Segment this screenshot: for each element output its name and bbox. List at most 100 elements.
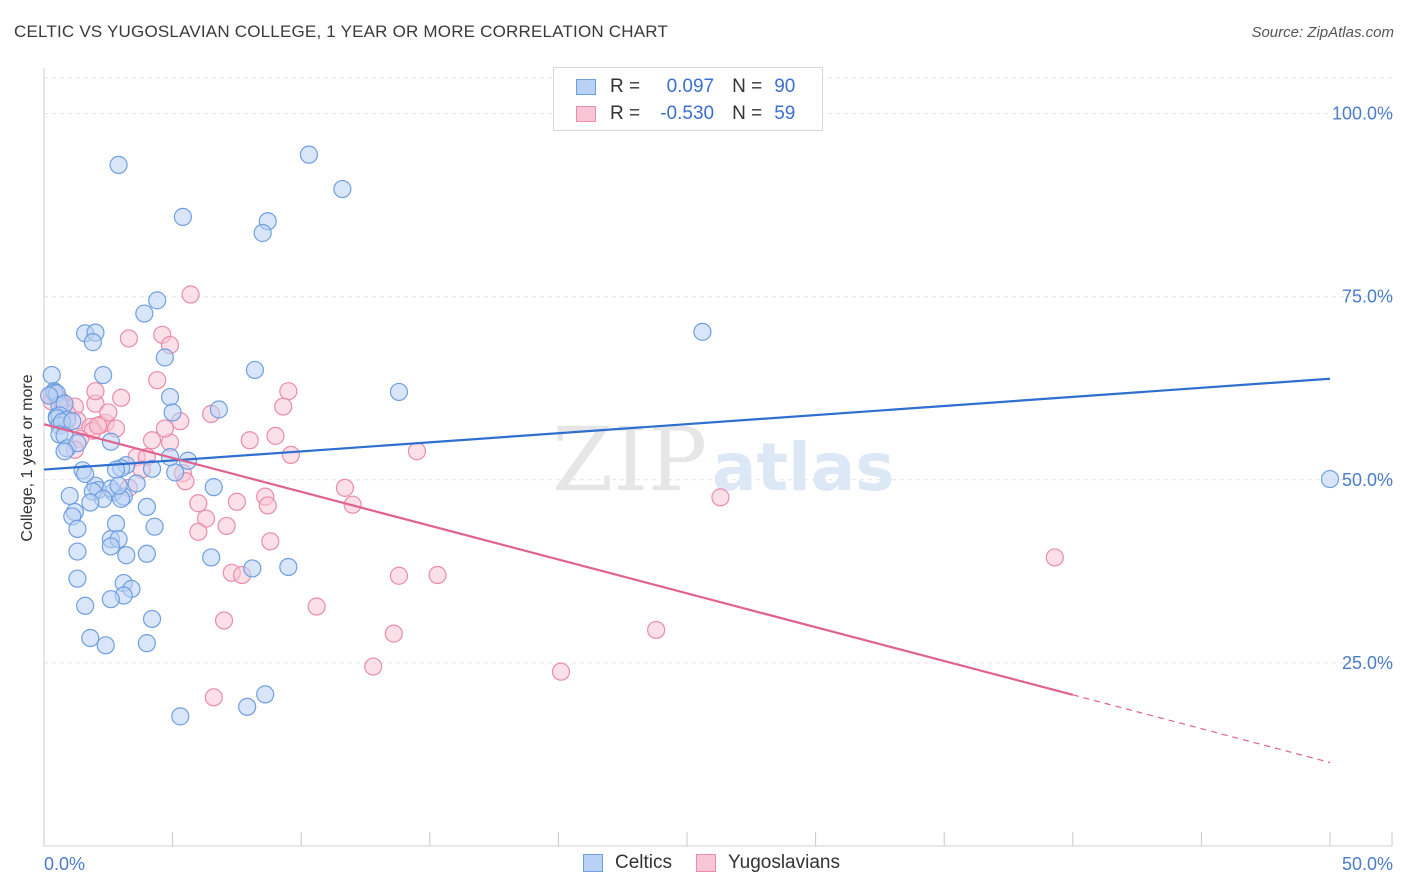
celtics-point: [117, 546, 136, 565]
celtics-point: [137, 544, 156, 563]
celtics-point: [204, 478, 223, 497]
celtics-point: [160, 387, 180, 407]
yugoslavians-point: [281, 445, 301, 465]
yugoslavians-point: [258, 496, 277, 515]
celtics-point: [243, 559, 262, 578]
celtics-point: [42, 365, 61, 385]
yugoslavians-point: [119, 329, 138, 348]
series-legend-yugoslavians: Yugoslavians: [696, 852, 840, 874]
yugoslavians-point: [112, 388, 131, 407]
yugoslavians-point: [189, 494, 208, 513]
yugoslavians-point: [155, 419, 174, 438]
y-tick-label: 25.0%: [1342, 653, 1393, 673]
celtics-point: [142, 459, 162, 478]
celtics-point: [253, 223, 272, 243]
celtics-point: [68, 434, 87, 453]
celtics-point: [68, 519, 87, 538]
legend-n-value-celtics: 90: [774, 76, 796, 97]
axes: [43, 68, 1392, 847]
celtics-trend-line: [43, 377, 1331, 471]
yugoslavians-point: [389, 566, 409, 585]
celtics-point: [60, 486, 79, 506]
yugoslavians-point: [551, 662, 571, 681]
celtics-point: [101, 537, 120, 556]
series-swatch-celtics: [583, 854, 603, 872]
yugoslavians-point: [148, 371, 167, 390]
celtics-point: [209, 400, 228, 419]
legend-swatch-yugoslavians: [576, 106, 596, 122]
watermark-atlas: atlas: [712, 429, 895, 506]
yugoslavians-point: [189, 522, 208, 541]
y-tick-label: 75.0%: [1342, 287, 1393, 307]
yugoslavians-point: [204, 688, 223, 707]
celtics-point: [40, 386, 59, 405]
celtics-point: [81, 493, 100, 512]
legend-row-yugoslavians: R = -0.530 N = 59: [576, 101, 795, 127]
celtics-point: [173, 207, 192, 226]
celtics-point: [106, 514, 126, 533]
yugoslavians-point: [181, 285, 200, 304]
yugoslavians-point: [88, 416, 108, 435]
celtics-point: [171, 707, 190, 726]
x-tick-label-min: 0.0%: [44, 854, 85, 874]
yugoslavians-trend-line-extension: [1072, 694, 1331, 764]
yugoslavians-point: [407, 442, 427, 461]
celtics-point: [76, 596, 95, 615]
yugoslavians-point: [711, 488, 730, 507]
celtics-point: [109, 476, 128, 495]
yugoslavians-point: [214, 611, 234, 630]
legend-r-value-celtics: 0.097: [666, 76, 715, 97]
yugoslavians-point: [261, 532, 280, 551]
celtics-point: [389, 382, 409, 402]
yugoslavians-point: [142, 431, 162, 450]
y-tick-label: 50.0%: [1342, 470, 1393, 490]
yugoslavians-trend-line: [43, 423, 1074, 696]
celtics-point: [238, 697, 257, 716]
celtics-point: [148, 291, 167, 310]
correlation-legend: R = 0.097 N = 90 R = -0.530 N = 59: [553, 67, 823, 131]
celtics-point: [94, 365, 113, 385]
yugoslavians-point: [335, 478, 355, 497]
y-tick-label: 100.0%: [1332, 104, 1393, 124]
yugoslavians-point: [1045, 548, 1064, 567]
series-label-celtics: Celtics: [615, 852, 673, 873]
celtics-point: [68, 569, 87, 588]
y-tick-labels: 25.0% 50.0% 75.0% 100.0%: [1332, 104, 1393, 673]
celtics-point: [155, 348, 174, 367]
yugoslavians-point: [279, 382, 298, 401]
trend-lines: [43, 377, 1331, 764]
source-attribution: Source: ZipAtlas.com: [1251, 24, 1394, 41]
celtics-point: [63, 412, 82, 431]
yugoslavians-point: [99, 403, 118, 422]
yugoslavians-point: [307, 597, 326, 616]
celtics-point: [245, 360, 265, 380]
celtics-point: [333, 179, 352, 199]
celtics-point: [68, 542, 87, 561]
yugoslavians-point: [428, 565, 447, 585]
legend-n-value-yugoslavians: 59: [774, 103, 796, 124]
celtics-point: [279, 557, 298, 577]
legend-r-label: R =: [610, 103, 641, 124]
legend-row-celtics: R = 0.097 N = 90: [576, 74, 795, 100]
celtics-point: [127, 474, 146, 493]
celtics-point: [137, 634, 156, 653]
x-tick-label-max: 50.0%: [1342, 854, 1393, 874]
legend-r-label: R =: [610, 76, 641, 97]
yugoslavians-point: [227, 492, 246, 511]
yugoslavians-point: [274, 397, 293, 416]
celtics-point: [166, 463, 185, 482]
celtics-point: [76, 464, 95, 484]
celtics-point: [109, 155, 128, 174]
yugoslavians-point: [384, 624, 403, 643]
x-axis-ticks: [43, 832, 1393, 846]
yugoslavians-point: [364, 657, 383, 676]
celtics-point: [693, 322, 712, 341]
legend-n-label: N =: [732, 76, 763, 97]
celtics-point: [202, 548, 221, 567]
yugoslavians-point: [240, 431, 259, 450]
yugoslavians-point: [86, 382, 105, 401]
yugoslavians-point: [266, 426, 285, 445]
celtics-point: [81, 628, 100, 648]
series-legend-celtics: Celtics: [583, 852, 672, 874]
